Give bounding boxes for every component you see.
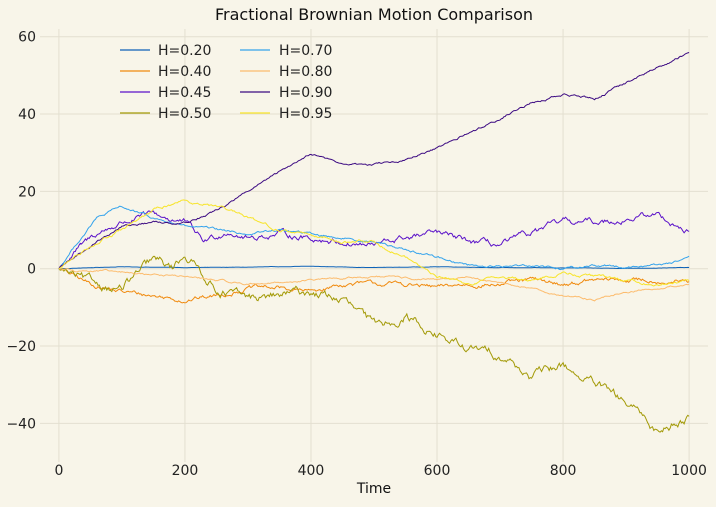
legend-label: H=0.20 <box>158 43 211 59</box>
chart-title: Fractional Brownian Motion Comparison <box>215 5 533 24</box>
legend-label: H=0.80 <box>279 64 332 80</box>
y-tick-label: 20 <box>18 184 36 200</box>
legend: H=0.20 H=0.40 H=0.45 H=0.50 H=0.70 H=0.80 H=0.… <box>120 43 332 122</box>
legend-label: H=0.50 <box>158 106 211 122</box>
series-line-h-0-45 <box>58 210 690 270</box>
series-line-h-0-90 <box>58 52 690 269</box>
series-line-h-0-95 <box>58 199 690 287</box>
series-line-h-0-40 <box>58 268 690 304</box>
legend-label: H=0.95 <box>279 106 332 122</box>
y-tick-label: 0 <box>27 262 36 278</box>
x-axis-label: Time <box>356 481 391 497</box>
y-tick-label: −20 <box>6 339 36 355</box>
x-tick-label: 0 <box>54 463 63 479</box>
y-tick-label: 40 <box>18 107 36 123</box>
legend-label: H=0.40 <box>158 64 211 80</box>
legend-label: H=0.90 <box>279 85 332 101</box>
grid <box>40 29 708 462</box>
y-tick-label: 60 <box>18 30 36 46</box>
series-lines <box>58 52 690 433</box>
x-tick-label: 800 <box>550 463 577 479</box>
legend-label: H=0.70 <box>279 43 332 59</box>
x-tick-label: 600 <box>424 463 451 479</box>
tick-labels: 0 200 400 600 800 1000 −40 −20 0 20 40 60 <box>6 30 706 479</box>
legend-label: H=0.45 <box>158 85 211 101</box>
x-tick-label: 1000 <box>671 463 707 479</box>
y-tick-label: −40 <box>6 416 36 432</box>
x-tick-label: 400 <box>298 463 325 479</box>
series-line-h-0-50 <box>58 255 690 433</box>
x-tick-label: 200 <box>172 463 199 479</box>
series-line-h-0-80 <box>58 268 690 302</box>
series-line-h-0-20 <box>58 265 690 270</box>
